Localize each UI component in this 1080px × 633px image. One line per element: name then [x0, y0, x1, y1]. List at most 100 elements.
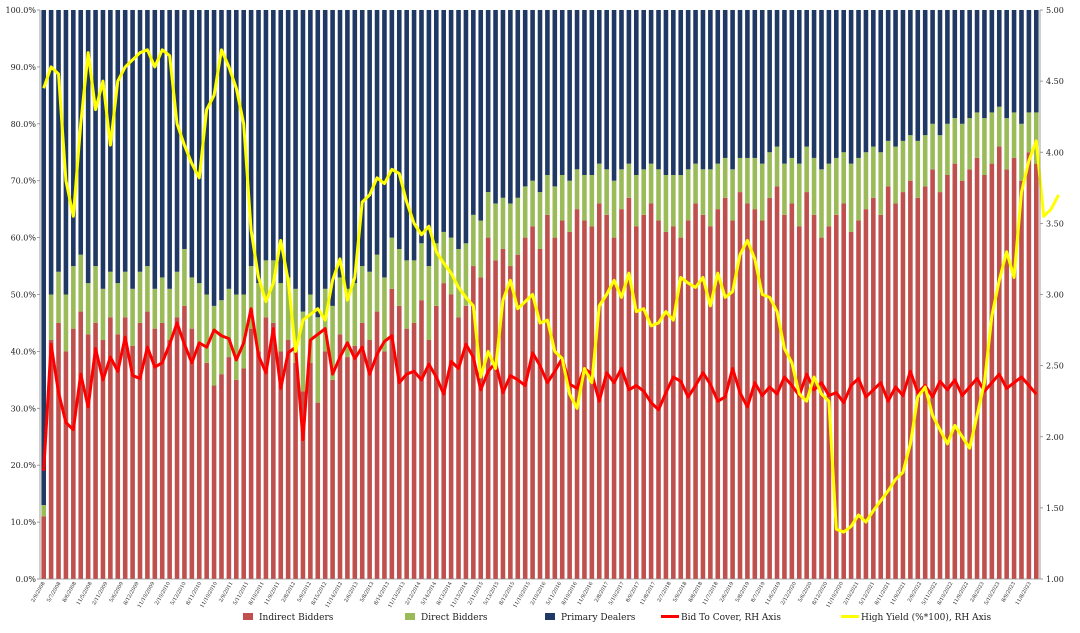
bar-direct: [374, 254, 380, 312]
bar-primary: [648, 10, 654, 164]
bar-direct: [515, 197, 521, 255]
bar-indirect: [256, 351, 261, 579]
bar-direct: [841, 152, 846, 204]
bar-primary: [522, 10, 528, 187]
bar-primary: [871, 10, 876, 147]
bar-direct: [804, 146, 809, 193]
bar-primary: [693, 10, 698, 164]
bar-primary: [1034, 10, 1039, 113]
bar-primary: [167, 10, 172, 289]
left-tick-label: 100.0%: [5, 6, 36, 15]
bar-direct: [752, 157, 758, 210]
bar-direct: [189, 277, 195, 329]
bar-direct: [352, 283, 358, 346]
bar-indirect: [774, 186, 780, 579]
bar-indirect: [152, 328, 158, 579]
bar-primary: [419, 10, 424, 244]
bar-indirect: [241, 368, 246, 579]
bar-indirect: [678, 237, 684, 579]
bar-indirect: [226, 357, 232, 579]
bar-indirect: [411, 322, 417, 579]
bar-direct: [152, 288, 158, 329]
bar-primary: [759, 10, 765, 164]
bar-direct: [974, 112, 980, 158]
left-tick-label: 40.0%: [11, 347, 37, 356]
bar-primary: [226, 10, 232, 289]
bar-direct: [574, 169, 580, 210]
bar-direct: [115, 283, 121, 335]
bar-direct: [226, 288, 232, 358]
bar-primary: [411, 10, 417, 261]
bar-primary: [885, 10, 891, 141]
bar-primary: [159, 10, 165, 278]
bar-indirect: [211, 385, 217, 579]
bar-primary: [574, 10, 580, 170]
bar-indirect: [648, 203, 654, 579]
bar-indirect: [685, 220, 691, 579]
series-lines: [42, 48, 1060, 534]
bar-indirect: [811, 214, 817, 579]
bar-primary: [500, 10, 506, 198]
bar-indirect: [145, 311, 150, 579]
bar-direct: [167, 288, 172, 341]
bar-indirect: [167, 340, 172, 579]
bar-direct: [159, 277, 165, 323]
bar-indirect: [671, 226, 676, 579]
legend-label: Indirect Bidders: [259, 613, 334, 623]
bar-direct: [426, 266, 432, 341]
bar-primary: [752, 10, 758, 158]
bar-direct: [930, 123, 935, 170]
bar-primary: [315, 10, 321, 318]
bar-primary: [678, 10, 684, 176]
bar-primary: [456, 10, 461, 249]
bar-indirect: [115, 334, 121, 579]
bar-direct: [196, 283, 202, 346]
bar-direct: [796, 163, 802, 227]
bar-indirect: [159, 322, 165, 579]
bar-direct: [671, 175, 676, 227]
bar-direct: [345, 288, 350, 358]
bar-direct: [663, 175, 669, 232]
bar-indirect: [974, 157, 980, 579]
bar-primary: [982, 10, 987, 119]
bar-direct: [441, 231, 446, 284]
bar-primary: [715, 10, 721, 164]
bar-direct: [508, 203, 513, 267]
bar-direct: [419, 243, 424, 301]
bar-primary: [234, 10, 239, 295]
bar-indirect: [922, 186, 928, 579]
legend-swatch: [545, 613, 555, 620]
bar-direct: [463, 243, 469, 306]
bar-primary: [530, 10, 535, 181]
bar-indirect: [552, 237, 558, 579]
bar-direct: [48, 294, 54, 341]
left-tick-label: 30.0%: [11, 404, 37, 413]
left-tick-label: 50.0%: [11, 291, 37, 300]
bar-primary: [722, 10, 728, 158]
bar-primary: [389, 10, 395, 238]
right-tick-label: 4.50: [1046, 77, 1064, 86]
bar-direct: [611, 180, 617, 238]
bar-direct: [448, 237, 454, 295]
bar-direct: [382, 277, 387, 352]
legend-label: Primary Dealers: [561, 613, 636, 623]
bar-indirect: [441, 283, 446, 579]
bar-primary: [700, 10, 706, 170]
bar-primary: [811, 10, 817, 158]
bar-direct: [1004, 118, 1009, 170]
right-tick-label: 2.00: [1046, 433, 1064, 442]
bar-primary: [71, 10, 76, 267]
bar-indirect: [93, 322, 98, 579]
bar-indirect: [196, 345, 202, 579]
bar-primary: [856, 10, 861, 158]
bar-indirect: [71, 328, 76, 579]
bar-primary: [115, 10, 121, 284]
bar-primary: [819, 10, 824, 170]
bar-indirect: [804, 192, 809, 579]
bar-indirect: [604, 214, 609, 579]
bar-direct: [248, 266, 254, 329]
bar-direct: [308, 294, 313, 363]
bar-primary: [248, 10, 254, 267]
bar-primary: [204, 10, 209, 295]
bar-indirect: [1011, 157, 1017, 579]
